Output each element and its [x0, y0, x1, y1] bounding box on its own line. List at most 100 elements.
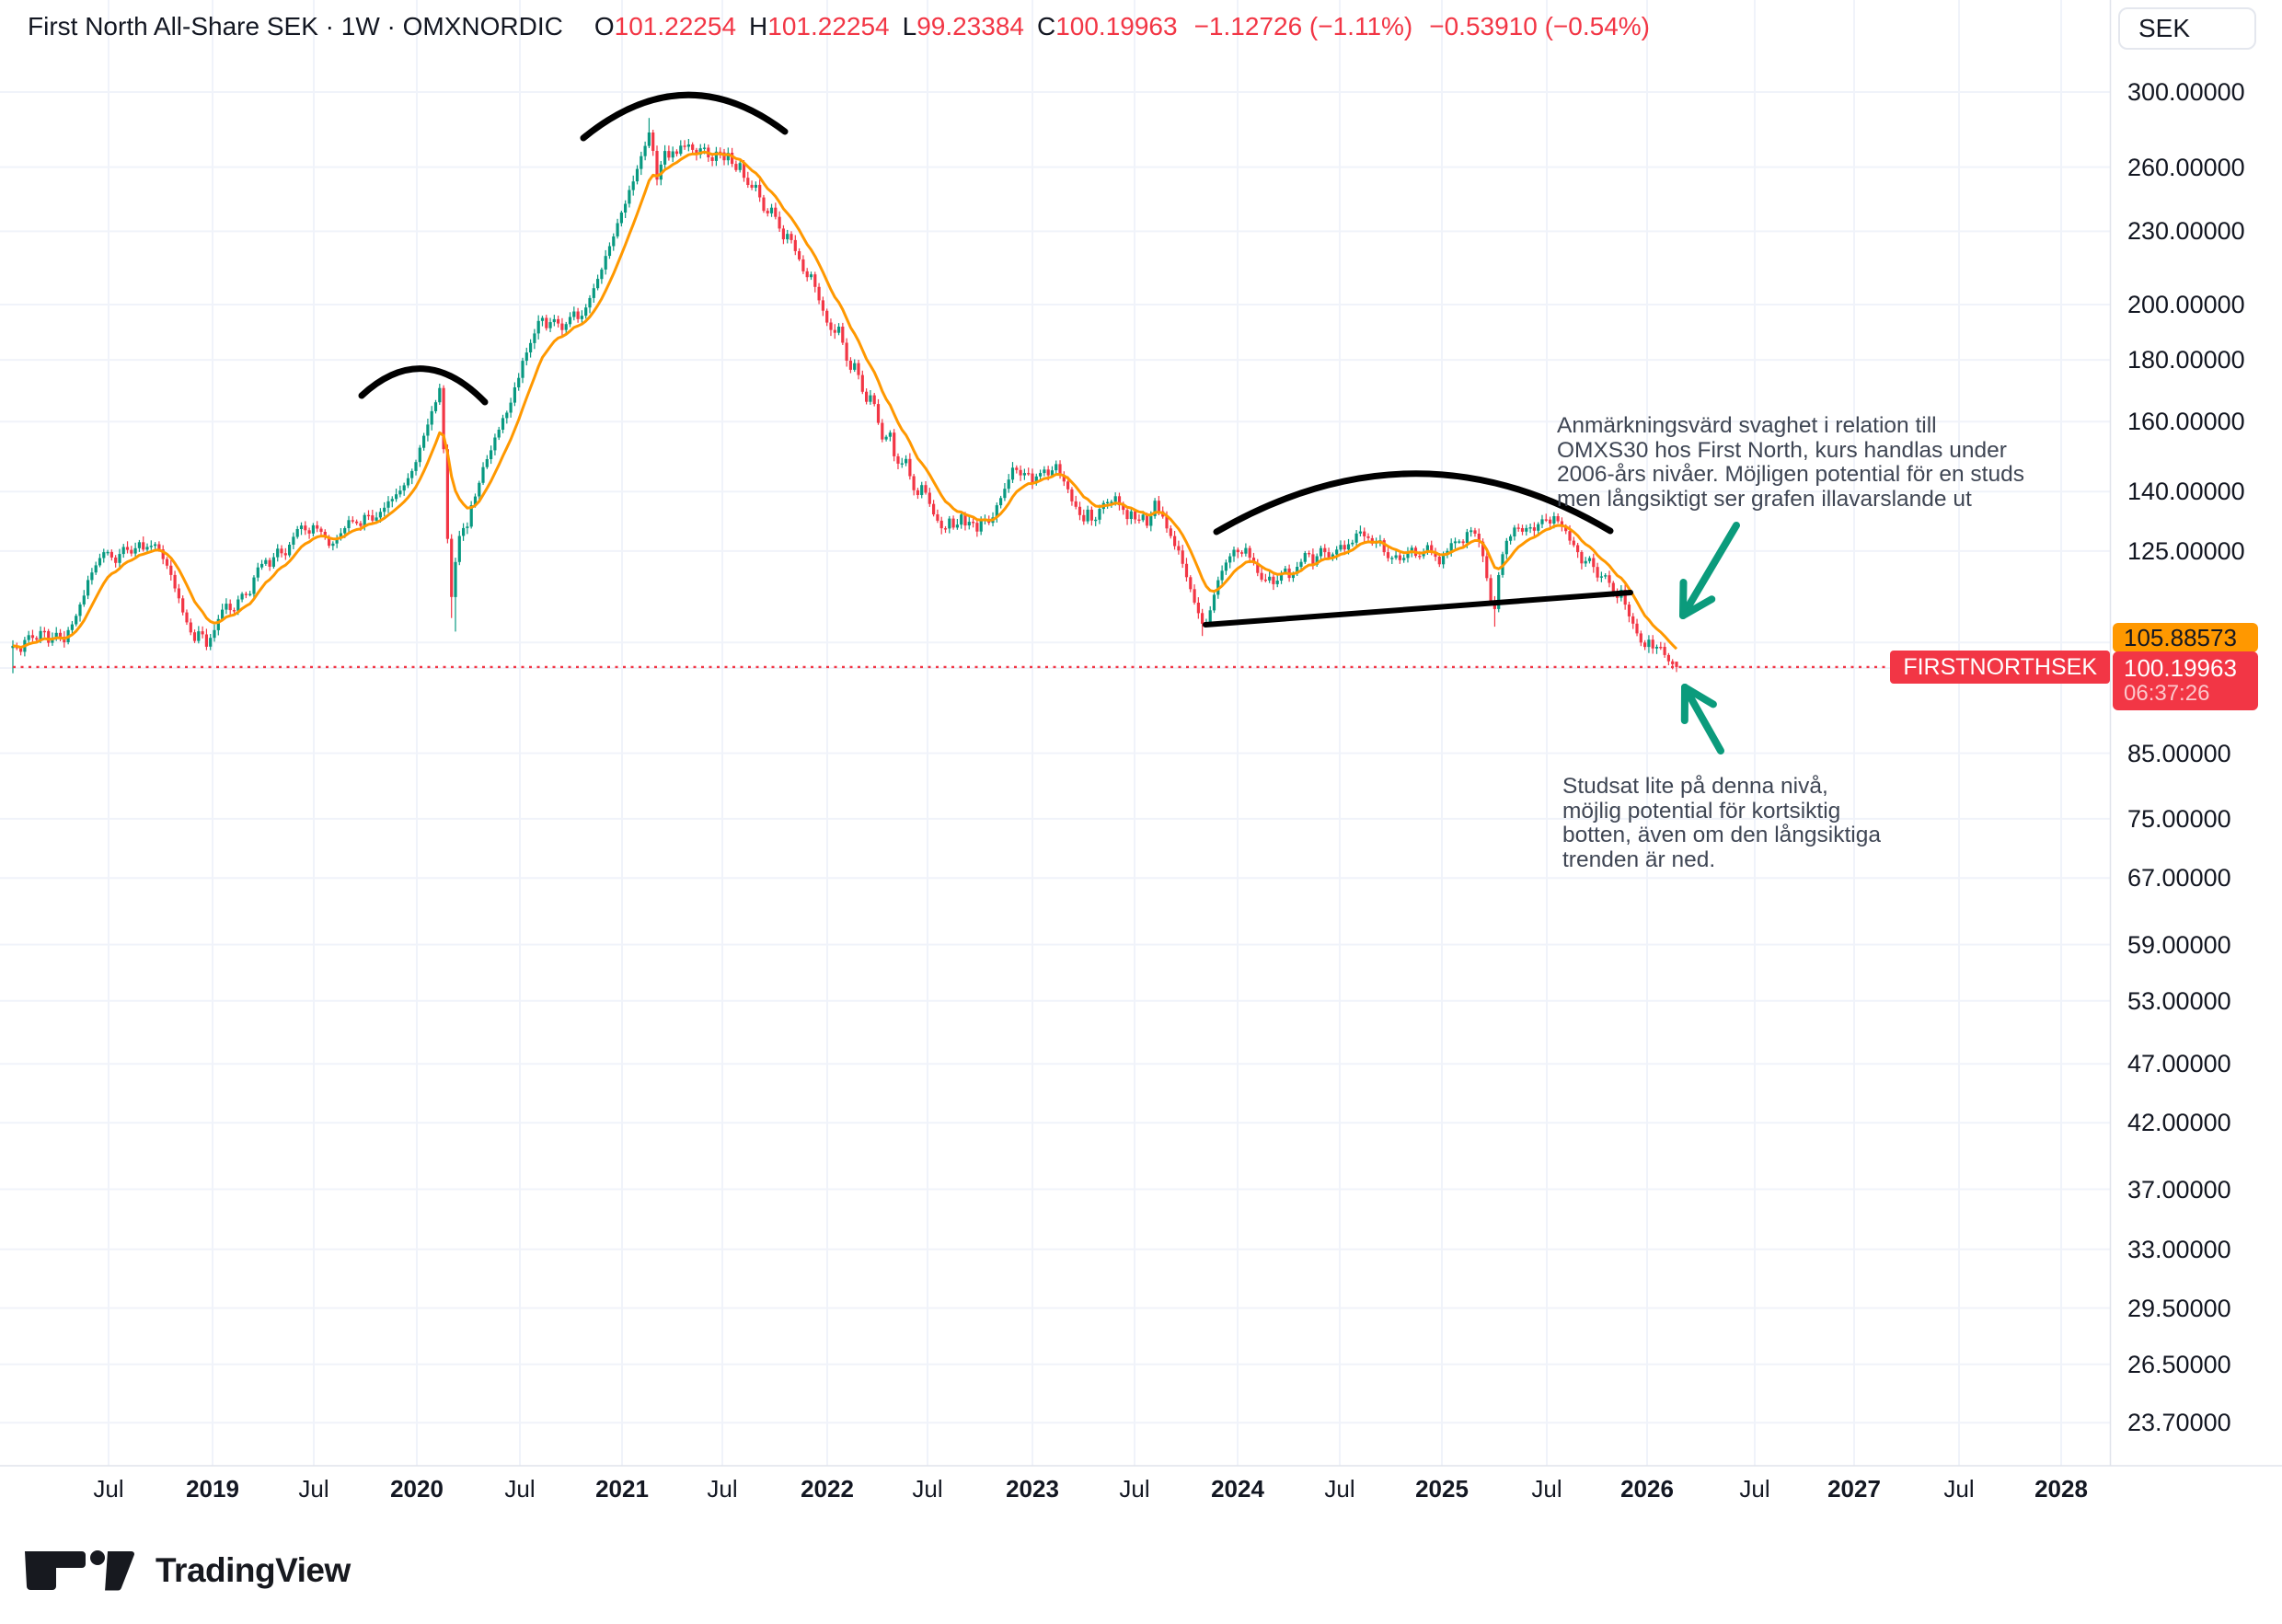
time-tick-label: Jul	[298, 1475, 329, 1503]
candle-body	[872, 395, 876, 405]
candle-body	[1631, 616, 1635, 624]
candle-body	[517, 377, 521, 387]
arrow-barb	[1679, 579, 1688, 619]
candle-body	[576, 311, 580, 319]
candle-body	[454, 561, 457, 597]
candle-body	[1473, 530, 1477, 534]
candle-body	[1141, 514, 1145, 521]
time-tick-label: Jul	[1531, 1475, 1562, 1503]
price-tick-label: 29.50000	[2127, 1295, 2231, 1322]
candle-body	[786, 234, 789, 240]
candle-body	[853, 363, 857, 370]
candle-body	[1110, 501, 1113, 503]
candle-body	[1196, 603, 1200, 614]
candle-body	[631, 181, 635, 190]
candle-body	[616, 223, 619, 236]
candle-body	[663, 151, 667, 165]
candle-body	[137, 542, 141, 548]
price-tick-label: 180.00000	[2127, 346, 2245, 374]
candle-body	[513, 387, 516, 403]
candle-body	[726, 153, 730, 161]
candle-body	[1134, 511, 1137, 520]
candle-body	[149, 546, 153, 547]
candle-body	[181, 598, 185, 613]
arrow-drawings[interactable]	[1679, 522, 1740, 754]
candle-body	[1220, 570, 1224, 581]
symbol-title[interactable]: First North All-Share SEK · 1W · OMXNORD…	[28, 12, 563, 40]
candle-body	[1639, 633, 1642, 643]
candle-body	[1386, 552, 1390, 559]
open-label: O	[594, 12, 615, 40]
candle-body	[351, 520, 354, 522]
candle-body	[695, 149, 698, 155]
annotation-note-top[interactable]: Anmärkningsvärd svaghet i relation till …	[1557, 413, 2024, 512]
candle-body	[177, 588, 180, 599]
candle-body	[1062, 475, 1066, 482]
candle-body	[1066, 481, 1070, 490]
candle-body	[758, 184, 762, 198]
arrow-shaft	[1679, 522, 1740, 619]
candle-body	[1623, 590, 1627, 605]
candle-body	[1651, 639, 1654, 649]
candle-body	[979, 521, 983, 532]
candle-body	[145, 547, 149, 550]
candle-body	[98, 558, 102, 566]
candle-body	[1430, 545, 1434, 553]
annotation-note-bottom[interactable]: Studsat lite på denna nivå, möjlig poten…	[1562, 774, 1881, 872]
candle-body	[738, 163, 742, 170]
candle-body	[1022, 473, 1026, 476]
candle-body	[1184, 563, 1189, 578]
candle-body	[884, 436, 888, 440]
candle-body	[1058, 464, 1062, 476]
bar-countdown: 06:37:26	[2124, 681, 2210, 706]
candle-body	[719, 151, 722, 154]
candle-body	[375, 517, 378, 521]
candle-body	[604, 256, 607, 270]
candle-body	[1129, 511, 1133, 519]
candle-body	[331, 543, 335, 547]
candle-body	[932, 503, 936, 515]
high-value: 101.22254	[767, 12, 890, 40]
candle-body	[323, 532, 327, 537]
candle-body	[560, 323, 564, 330]
candle-body	[1074, 501, 1078, 507]
candle-body	[1039, 473, 1043, 477]
low-label: L	[902, 12, 917, 40]
candle-body	[924, 485, 928, 493]
candle-body	[497, 430, 501, 438]
candle-body	[125, 547, 130, 550]
candle-body	[1434, 552, 1437, 558]
candle-body	[485, 459, 489, 467]
price-tick-label: 33.00000	[2127, 1236, 2231, 1263]
candle-body	[39, 630, 42, 640]
trendline-drawing[interactable]	[1203, 590, 1633, 628]
candle-body	[363, 514, 366, 526]
time-tick-label: 2019	[186, 1475, 239, 1503]
price-tick-label: 59.00000	[2127, 931, 2231, 959]
candle-body	[691, 144, 695, 150]
candle-body	[102, 552, 106, 559]
candle-body	[1331, 554, 1334, 558]
candle-body	[920, 485, 924, 495]
candle-body	[829, 322, 833, 330]
candle-body	[651, 132, 655, 151]
candle-body	[1520, 528, 1525, 532]
candle-body	[1003, 489, 1007, 499]
candle-body	[683, 145, 686, 147]
tradingview-logo[interactable]: TradingView	[23, 1549, 351, 1592]
currency-button[interactable]: SEK	[2118, 7, 2256, 50]
candle-body	[276, 548, 280, 558]
candle-body	[414, 462, 418, 471]
candle-body	[679, 145, 683, 155]
time-tick-label: 2027	[1827, 1475, 1881, 1503]
candle-body	[1599, 576, 1603, 578]
candle-body	[1275, 581, 1279, 584]
candle-body	[70, 624, 74, 630]
candle-body	[1240, 552, 1244, 554]
drawing-arcs[interactable]	[358, 91, 1614, 536]
candle-body	[1485, 556, 1489, 579]
time-tick-label: Jul	[1324, 1475, 1355, 1503]
candle-body	[121, 547, 125, 555]
time-tick-label: 2024	[1211, 1475, 1264, 1503]
